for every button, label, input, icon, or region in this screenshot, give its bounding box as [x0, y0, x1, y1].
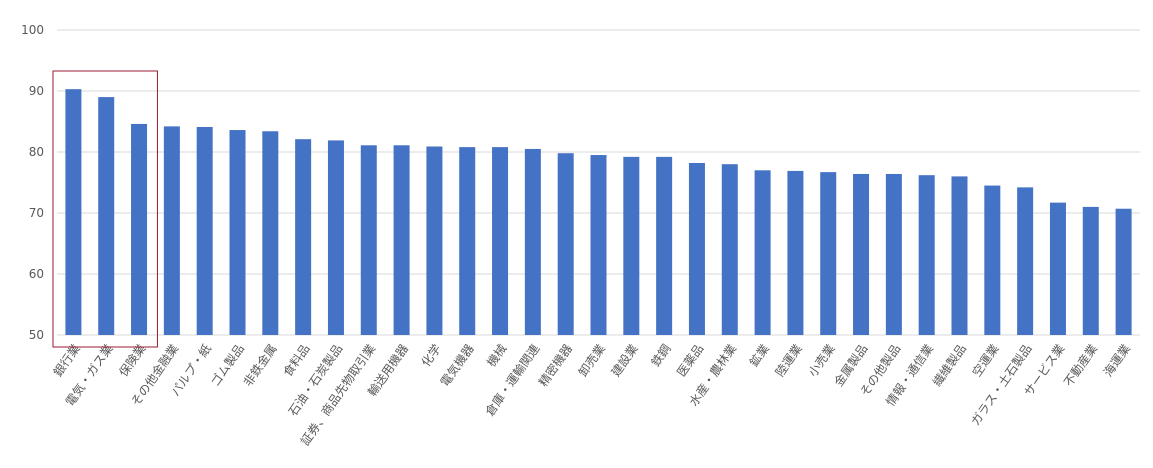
bar	[459, 147, 476, 335]
bar	[721, 164, 738, 335]
bar	[492, 147, 509, 335]
bar	[426, 146, 443, 335]
x-tick-label: 建設業	[608, 341, 641, 379]
y-tick-label: 100	[21, 23, 44, 37]
x-tick-label: 鉄鋼	[648, 341, 674, 369]
y-tick-label: 70	[29, 206, 44, 220]
x-tick-label: 海運業	[1100, 341, 1133, 379]
x-tick-label: 医薬品	[674, 342, 706, 380]
y-tick-label: 50	[29, 328, 44, 342]
x-tick-label: 機械	[483, 341, 509, 369]
bar	[262, 131, 279, 335]
bar	[131, 123, 148, 335]
bar	[787, 170, 804, 335]
x-tick-label: 繊維製品	[930, 342, 969, 389]
x-tick-label: 鉱業	[746, 341, 772, 369]
bar	[984, 185, 1001, 335]
bar	[360, 145, 377, 335]
bar	[885, 173, 902, 335]
bar	[229, 130, 246, 335]
x-tick-label: 精密機器	[535, 341, 575, 389]
y-axis: 100 90 80 70 60 50	[21, 23, 44, 342]
y-tick-label: 80	[29, 145, 44, 159]
highlight-box	[52, 70, 158, 348]
bar	[163, 126, 180, 335]
bar	[295, 139, 312, 335]
bar	[918, 175, 935, 335]
y-tick-label: 90	[29, 84, 44, 98]
bar	[65, 89, 82, 335]
bar	[688, 162, 705, 335]
bar	[524, 148, 541, 335]
bar	[951, 176, 968, 335]
bar	[1017, 187, 1034, 335]
bars	[65, 89, 1132, 336]
x-tick-label: 卸売業	[575, 341, 608, 379]
x-tick-label: 小売業	[805, 341, 838, 379]
bar	[1049, 202, 1066, 335]
x-tick-label: 化学	[418, 341, 444, 369]
bar	[754, 170, 771, 335]
x-tick-label: 電気機器	[437, 341, 477, 389]
highlight-rectangle	[52, 70, 158, 348]
bar	[820, 172, 837, 335]
bar	[98, 97, 115, 335]
bar	[1115, 208, 1132, 335]
bar	[656, 156, 673, 335]
bar	[327, 140, 344, 335]
bar	[1082, 206, 1099, 335]
x-tick-label: 陸運業	[773, 342, 805, 380]
bar	[590, 155, 607, 335]
bar	[853, 173, 870, 335]
bar	[196, 126, 213, 336]
x-tick-label: 不動産業	[1060, 341, 1100, 389]
x-tick-label: 非鉄金属	[240, 341, 280, 389]
bar	[393, 145, 410, 335]
y-tick-label: 60	[29, 267, 44, 281]
x-tick-label: 食料品	[280, 341, 313, 379]
bar	[623, 156, 640, 335]
x-tick-label: 空運業	[970, 342, 1002, 380]
bar	[557, 153, 574, 335]
